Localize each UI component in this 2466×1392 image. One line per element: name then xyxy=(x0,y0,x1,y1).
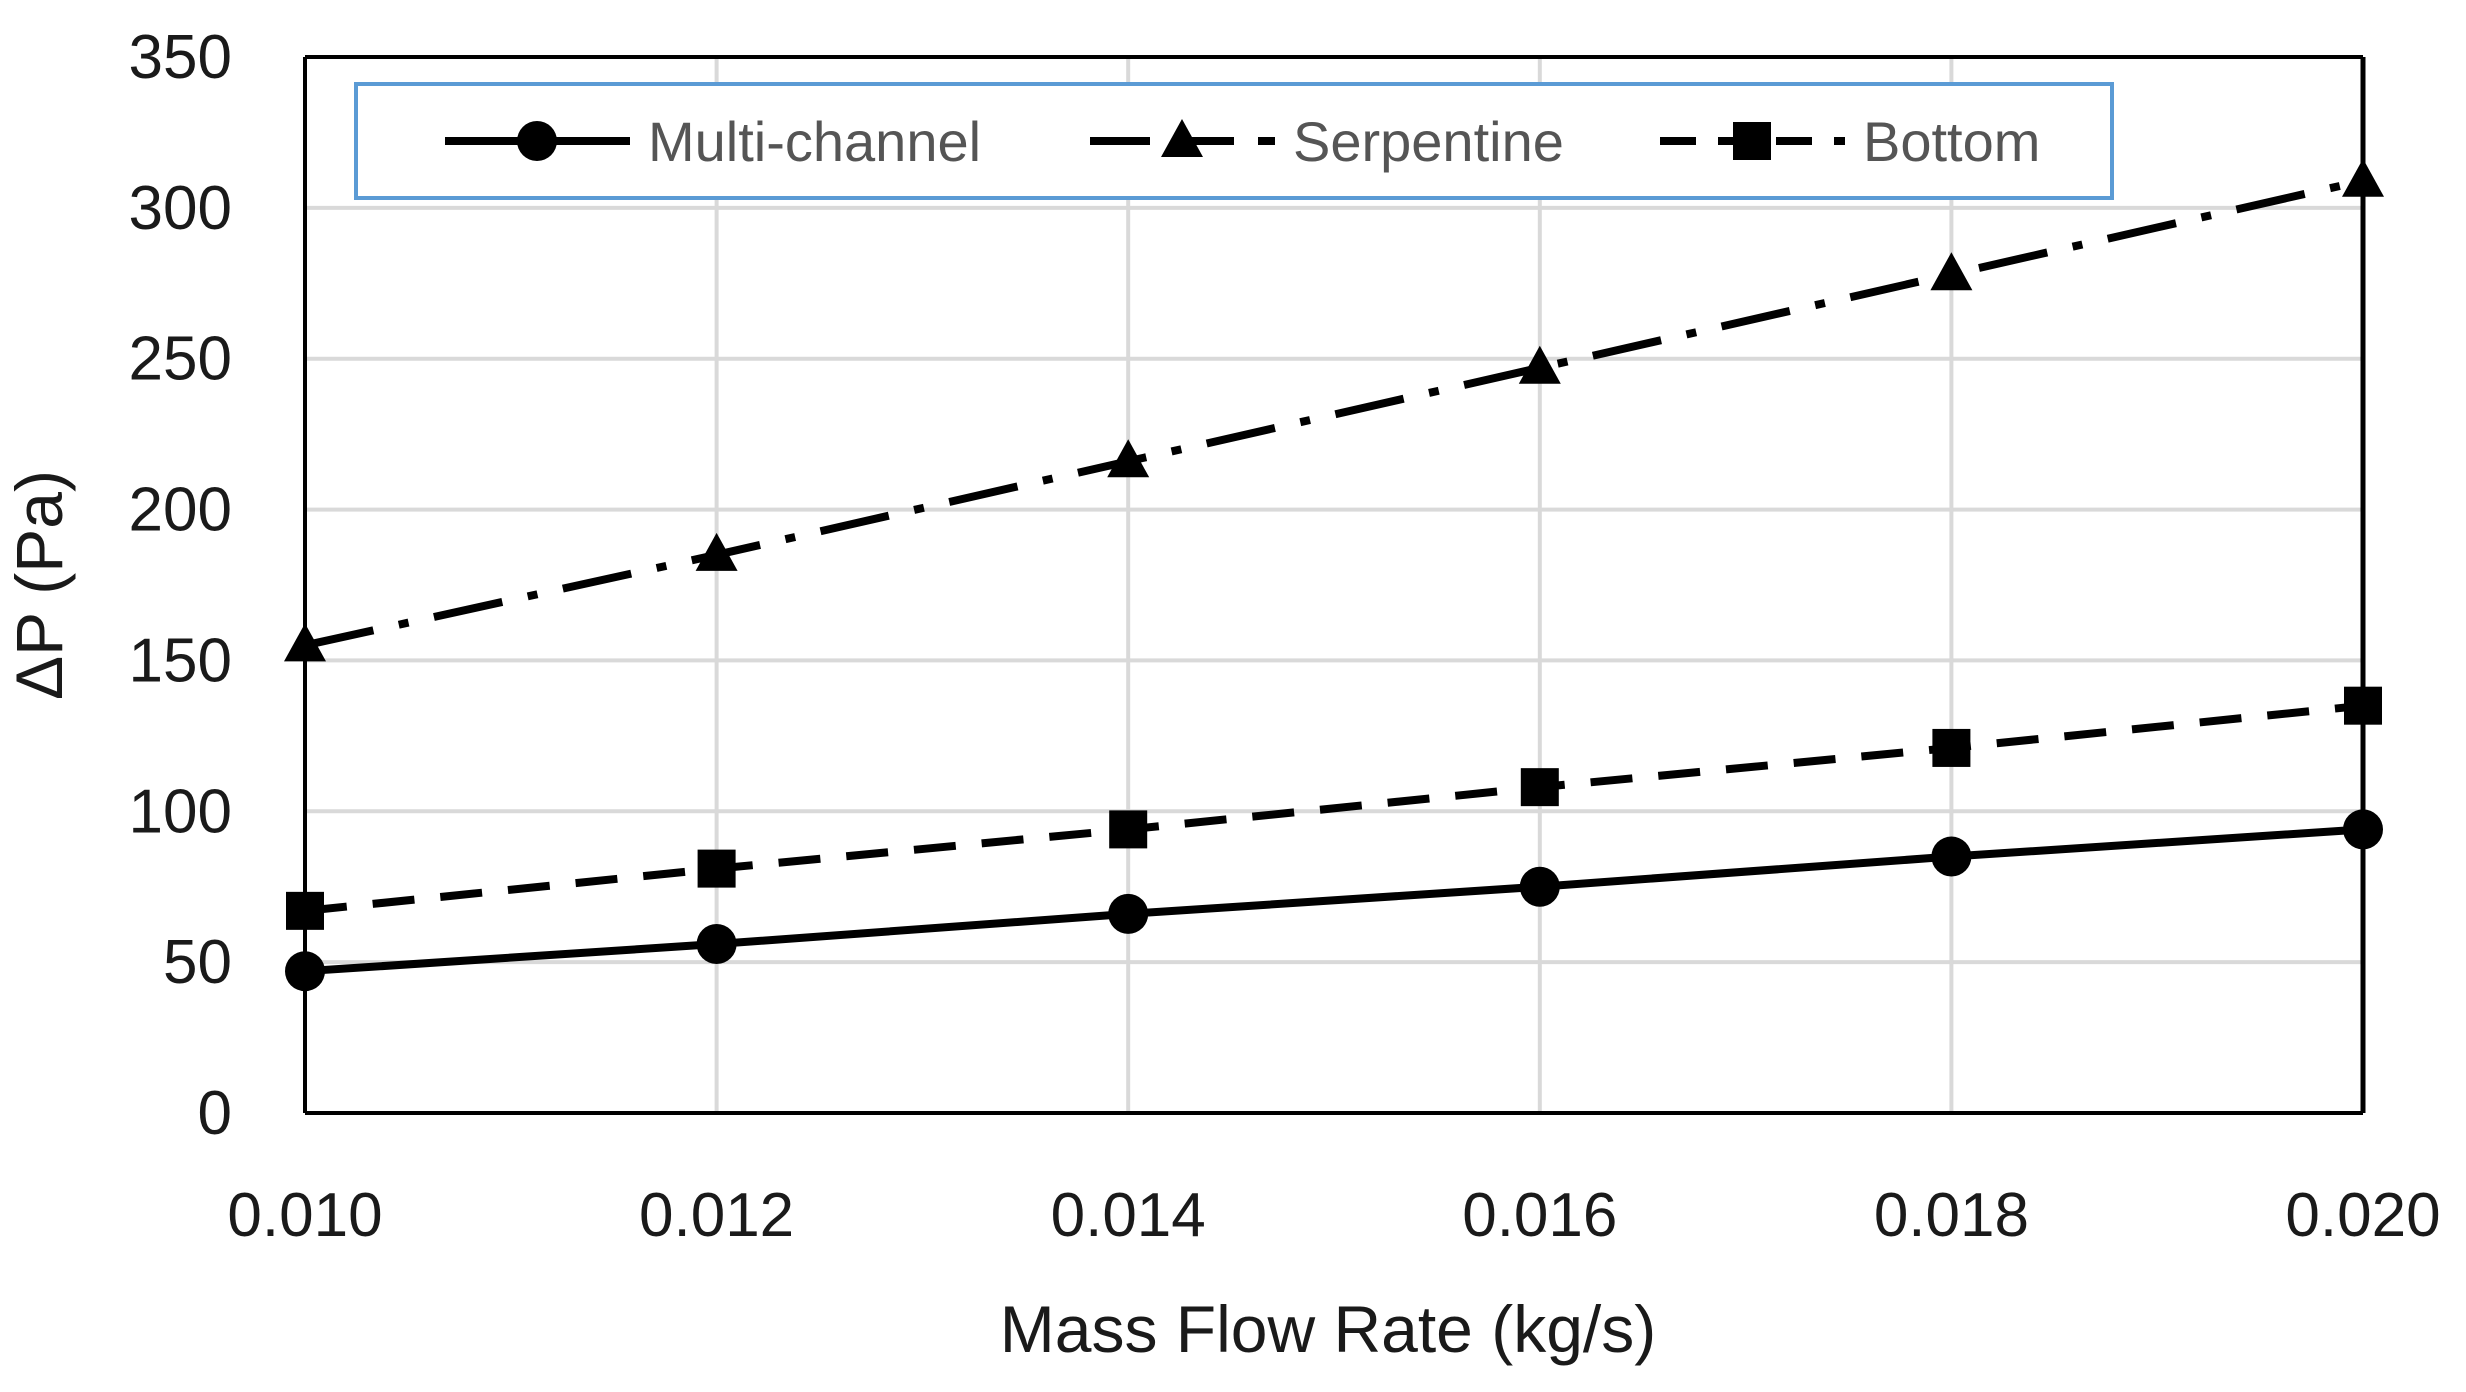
y-axis-title: ΔP (Pa) xyxy=(2,470,76,700)
data-point-bottom xyxy=(1932,728,1971,767)
series-serpentine xyxy=(284,158,2384,662)
data-point-serpentine xyxy=(2342,158,2384,197)
data-point-serpentine xyxy=(1518,345,1561,384)
y-tick-label: 200 xyxy=(129,476,232,545)
data-point-serpentine xyxy=(695,532,738,571)
legend-label-multi-channel: Multi-channel xyxy=(648,110,981,173)
y-tick-label: 100 xyxy=(129,777,232,846)
series-line-multi-channel xyxy=(304,825,2364,976)
x-tick-label: 0.014 xyxy=(1051,1181,1206,1250)
series-line-bottom xyxy=(304,701,2364,915)
axes xyxy=(303,55,2366,1115)
x-tick-label: 0.020 xyxy=(2285,1181,2440,1250)
data-point-bottom xyxy=(286,891,324,930)
series-multi-channel xyxy=(285,809,2383,992)
y-tick-label: 350 xyxy=(129,23,232,92)
data-point-multi-channel xyxy=(1931,836,1972,877)
data-point-bottom xyxy=(697,849,736,888)
x-tick-label: 0.018 xyxy=(1874,1181,2029,1250)
y-tick-label: 50 xyxy=(163,928,232,997)
x-axis-title: Mass Flow Rate (kg/s) xyxy=(1000,1292,1656,1366)
legend: Multi-channel Serpentine Bottom xyxy=(354,82,2114,200)
legend-label-bottom: Bottom xyxy=(1863,110,2040,173)
legend-label-serpentine: Serpentine xyxy=(1293,110,1564,173)
data-point-bottom xyxy=(2344,686,2382,725)
data-point-bottom xyxy=(1520,768,1559,807)
y-tick-label: 300 xyxy=(129,174,232,243)
y-tick-label: 250 xyxy=(129,325,232,394)
data-point-serpentine xyxy=(1930,252,1973,291)
y-tick-label: 0 xyxy=(198,1079,232,1148)
legend-item-serpentine: Serpentine xyxy=(1090,110,1564,173)
series-line-serpentine xyxy=(304,176,2364,650)
x-tick-label: 0.010 xyxy=(227,1181,382,1250)
legend-marker-bottom xyxy=(1733,122,1771,160)
legend-item-multi-channel: Multi-channel xyxy=(445,110,981,173)
legend-marker-serpentine xyxy=(1161,119,1203,157)
data-point-bottom xyxy=(1109,810,1148,849)
legend-marker-multi-channel xyxy=(517,121,557,161)
y-tick-label: 150 xyxy=(129,626,232,695)
data-point-multi-channel xyxy=(1519,866,1560,907)
data-point-multi-channel xyxy=(2343,809,2383,850)
data-point-serpentine xyxy=(1107,439,1150,478)
legend-item-bottom: Bottom xyxy=(1660,110,2040,173)
data-point-multi-channel xyxy=(696,924,737,965)
series xyxy=(284,158,2384,992)
data-point-multi-channel xyxy=(1108,893,1149,934)
data-point-multi-channel xyxy=(285,951,325,992)
x-tick-label: 0.016 xyxy=(1462,1181,1617,1250)
tick-labels: 0 50 100 150 200 250 300 350 0.010 0.012 0.014 0.01… xyxy=(129,23,2441,1250)
series-bottom xyxy=(286,686,2382,930)
x-tick-label: 0.012 xyxy=(639,1181,794,1250)
data-point-serpentine xyxy=(284,623,326,662)
